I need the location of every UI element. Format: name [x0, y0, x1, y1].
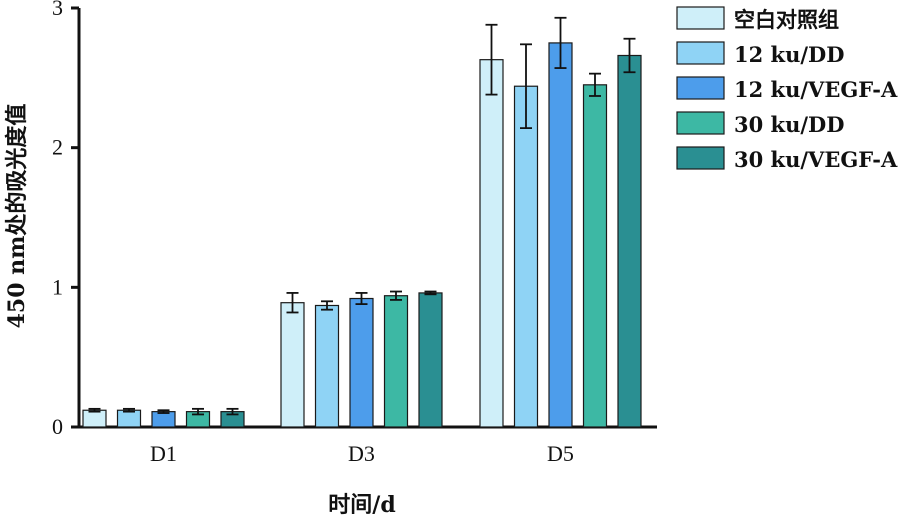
bar [151, 411, 176, 428]
error-bars-layer [88, 16, 636, 416]
legend: 空白对照组 12 ku/DD 12 ku/VEGF-A 30 ku/DD 30 ku/V… [676, 6, 898, 172]
bar [548, 42, 573, 428]
y-tick-label: 2 [52, 135, 63, 160]
y-tick-label: 0 [52, 414, 63, 439]
x-tick-label: D5 [547, 441, 574, 466]
bar [82, 409, 107, 428]
legend-label: 12 ku/DD [734, 42, 844, 67]
bar [314, 304, 340, 428]
legend-swatch [676, 41, 725, 65]
legend-label: 空白对照组 [734, 7, 839, 32]
y-tick-labels: 0 1 2 3 [52, 0, 63, 439]
bar [513, 85, 539, 428]
x-tick-label: D1 [150, 441, 177, 466]
x-tick-labels: D1 D3 D5 [150, 441, 574, 466]
y-tick-label: 3 [52, 0, 63, 20]
legend-label: 30 ku/DD [734, 112, 844, 137]
legend-swatch [676, 146, 725, 170]
bar [116, 409, 142, 428]
legend-label: 30 ku/VEGF-A [734, 147, 898, 172]
bar [582, 84, 608, 428]
legend-swatch [676, 76, 725, 100]
x-axis-title: 时间/d [328, 492, 395, 518]
bar [479, 59, 504, 428]
bar [349, 297, 374, 428]
y-axis-title: 450 nm处的吸光度值 [4, 104, 30, 329]
bar [280, 302, 305, 428]
bar [617, 54, 642, 428]
x-tick-label: D3 [348, 441, 375, 466]
y-tick-label: 1 [52, 274, 63, 299]
bar [418, 292, 443, 428]
legend-swatch [676, 6, 725, 30]
bars-layer [82, 42, 642, 428]
legend-label: 12 ku/VEGF-A [734, 77, 898, 102]
y-axis [71, 6, 81, 429]
legend-swatch [676, 111, 725, 135]
bar [383, 295, 409, 428]
